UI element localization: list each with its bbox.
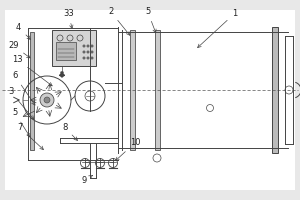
Circle shape	[86, 50, 89, 53]
Text: 29: 29	[8, 41, 30, 58]
Circle shape	[86, 56, 89, 60]
Text: 1: 1	[198, 9, 237, 48]
Text: 33: 33	[63, 9, 74, 29]
Circle shape	[82, 56, 85, 60]
FancyArrow shape	[59, 72, 64, 77]
Bar	[30, 32, 34, 150]
Circle shape	[44, 97, 50, 103]
Text: 9: 9	[82, 175, 92, 185]
Text: 8: 8	[62, 123, 77, 140]
Circle shape	[91, 50, 94, 53]
Text: 2: 2	[108, 7, 130, 35]
Text: 5: 5	[145, 7, 156, 33]
Circle shape	[86, 45, 89, 47]
Circle shape	[40, 93, 54, 107]
Text: 7: 7	[17, 123, 44, 150]
Text: 5: 5	[12, 108, 30, 137]
Text: 4: 4	[16, 23, 31, 39]
Text: 6: 6	[12, 71, 35, 105]
Bar	[130, 30, 135, 150]
Text: 10: 10	[116, 138, 140, 161]
Circle shape	[82, 50, 85, 53]
Bar	[272, 27, 278, 153]
Bar	[52, 30, 96, 66]
Bar	[155, 30, 160, 150]
Circle shape	[91, 45, 94, 47]
Text: 13: 13	[12, 55, 52, 86]
Bar	[56, 42, 76, 60]
Text: 3: 3	[8, 87, 34, 119]
Circle shape	[91, 56, 94, 60]
Circle shape	[82, 45, 85, 47]
